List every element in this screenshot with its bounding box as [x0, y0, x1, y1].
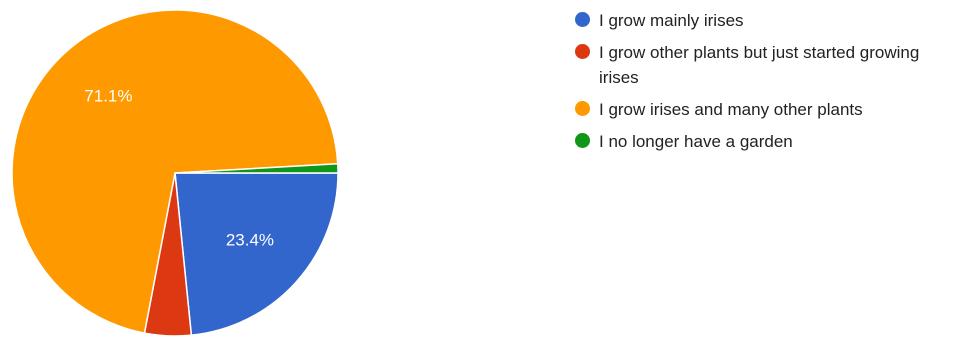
legend-label: I grow mainly irises — [599, 11, 744, 30]
legend-swatch — [575, 133, 590, 148]
legend-item-no-garden[interactable]: I no longer have a garden — [575, 129, 955, 154]
legend-label: I no longer have a garden — [599, 132, 793, 151]
slice-data-label-0: 23.4% — [226, 230, 274, 249]
legend-swatch — [575, 44, 590, 59]
legend-label: I grow irises and many other plants — [599, 100, 863, 119]
slice-data-label-2: 71.1% — [84, 86, 132, 105]
pie-slice-3[interactable] — [174, 163, 339, 174]
chart-legend: I grow mainly irises I grow other plants… — [575, 8, 955, 161]
legend-swatch — [575, 101, 590, 116]
pie-slice-0[interactable] — [174, 172, 339, 336]
legend-item-many-plants[interactable]: I grow irises and many other plants — [575, 97, 955, 122]
legend-label: I grow other plants but just started gro… — [599, 43, 920, 87]
pie-chart: 23.4% 71.1% — [11, 9, 339, 337]
pie-slice-2[interactable] — [11, 9, 339, 334]
legend-swatch — [575, 12, 590, 27]
legend-item-mainly-irises[interactable]: I grow mainly irises — [575, 8, 955, 33]
legend-item-just-started[interactable]: I grow other plants but just started gro… — [575, 40, 955, 90]
